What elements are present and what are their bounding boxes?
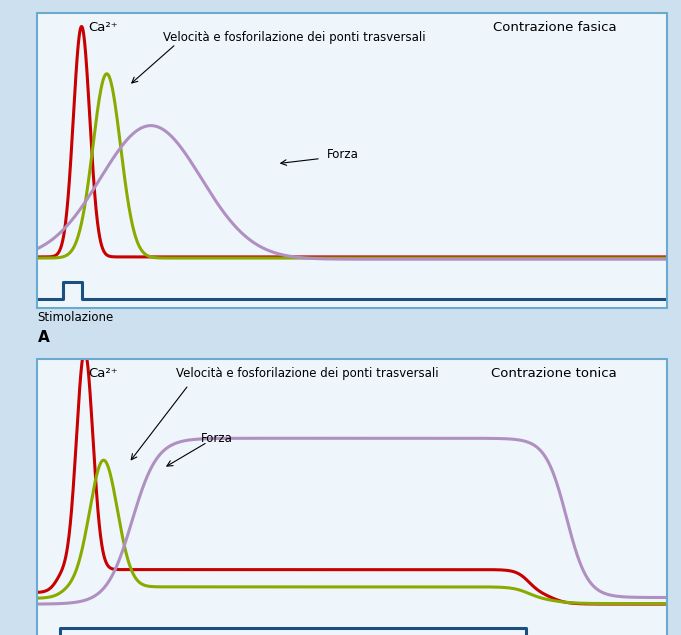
Text: Stimolazione: Stimolazione: [37, 311, 114, 324]
Text: Ca²⁺: Ca²⁺: [88, 366, 118, 380]
Text: Velocità e fosforilazione dei ponti trasversali: Velocità e fosforilazione dei ponti tras…: [163, 31, 426, 44]
Text: Contrazione fasica: Contrazione fasica: [493, 20, 617, 34]
Text: Velocità e fosforilazione dei ponti trasversali: Velocità e fosforilazione dei ponti tras…: [176, 366, 439, 380]
Text: Forza: Forza: [327, 148, 359, 161]
Text: Contrazione tonica: Contrazione tonica: [491, 366, 617, 380]
Text: Ca²⁺: Ca²⁺: [88, 20, 118, 34]
Text: Forza: Forza: [202, 432, 233, 444]
Text: A: A: [37, 330, 49, 345]
